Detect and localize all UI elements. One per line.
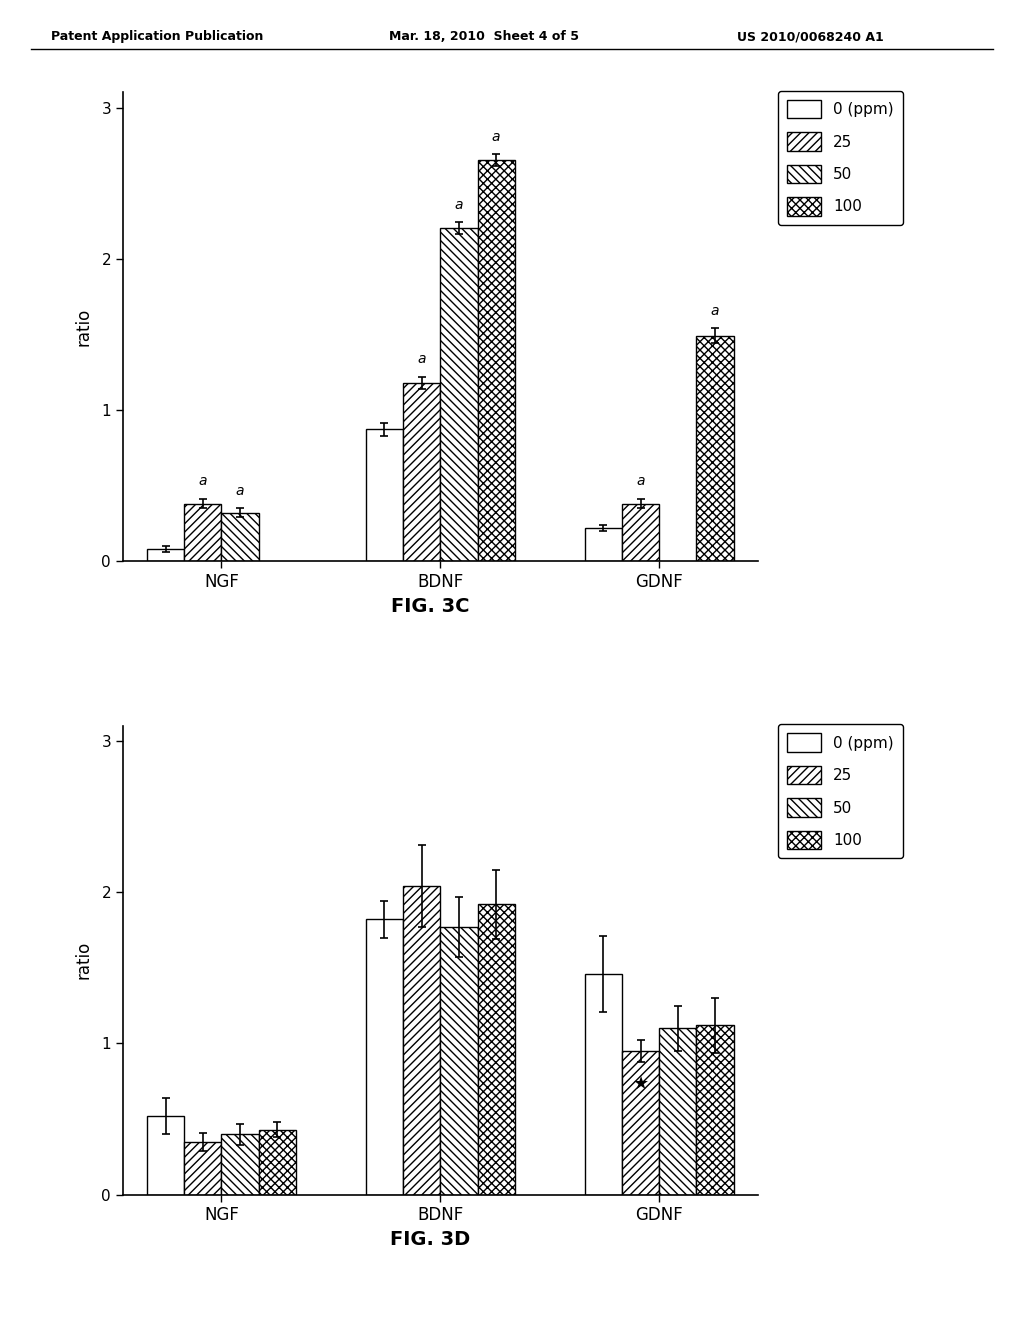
Bar	[147, 549, 184, 561]
Y-axis label: ratio: ratio	[75, 941, 93, 979]
Bar	[366, 920, 403, 1195]
Legend: 0 (ppm), 25, 50, 100: 0 (ppm), 25, 50, 100	[778, 725, 903, 858]
Text: FIG. 3D: FIG. 3D	[390, 1230, 470, 1249]
Bar	[184, 1142, 221, 1195]
Text: a: a	[492, 129, 501, 144]
Bar	[696, 1026, 733, 1195]
Bar	[696, 335, 733, 561]
Y-axis label: ratio: ratio	[75, 308, 93, 346]
Text: a: a	[236, 483, 245, 498]
Bar	[366, 429, 403, 561]
Legend: 0 (ppm), 25, 50, 100: 0 (ppm), 25, 50, 100	[778, 91, 903, 224]
Bar	[147, 1115, 184, 1195]
Bar	[622, 503, 659, 561]
Text: Patent Application Publication: Patent Application Publication	[51, 30, 263, 44]
Bar	[440, 228, 477, 561]
Text: FIG. 3C: FIG. 3C	[391, 597, 469, 615]
Bar	[221, 1134, 259, 1195]
Bar	[622, 1051, 659, 1195]
Bar	[259, 1130, 296, 1195]
Bar	[477, 904, 515, 1195]
Text: a: a	[711, 304, 719, 318]
Text: a: a	[199, 474, 207, 488]
Text: Mar. 18, 2010  Sheet 4 of 5: Mar. 18, 2010 Sheet 4 of 5	[389, 30, 580, 44]
Bar	[440, 927, 477, 1195]
Text: US 2010/0068240 A1: US 2010/0068240 A1	[737, 30, 884, 44]
Bar	[221, 512, 259, 561]
Bar	[585, 974, 622, 1195]
Text: a: a	[418, 352, 426, 366]
Bar	[184, 503, 221, 561]
Text: a: a	[455, 198, 463, 211]
Text: ★: ★	[633, 1076, 648, 1093]
Bar	[659, 1028, 696, 1195]
Bar	[477, 161, 515, 561]
Bar	[403, 886, 440, 1195]
Bar	[403, 383, 440, 561]
Text: a: a	[636, 474, 645, 488]
Bar	[585, 528, 622, 561]
